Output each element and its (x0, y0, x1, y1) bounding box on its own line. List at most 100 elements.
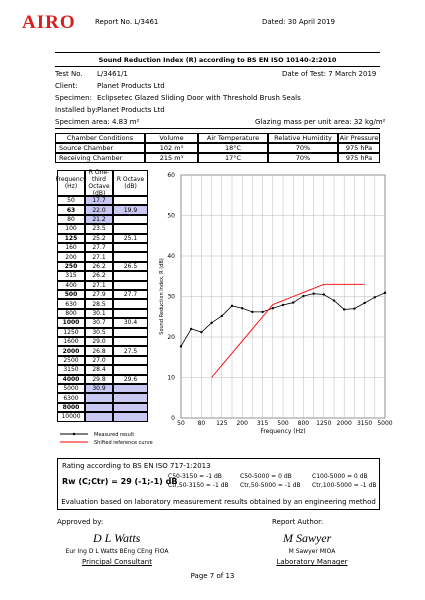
one-third-cell: 23.5 (85, 224, 113, 234)
frequency-cell: 6300 (57, 393, 85, 403)
date-of-test: Date of Test: 7 March 2019 (282, 70, 377, 78)
octave-cell (113, 355, 148, 366)
x-tick-label: 3150 (357, 420, 372, 427)
frequency-cell: 500 (57, 290, 85, 300)
frequency-cell: 8000 (57, 402, 85, 413)
frequency-cell: 400 (57, 280, 85, 290)
octave-cell (113, 337, 148, 347)
y-tick-label: 10 (167, 375, 175, 382)
one-third-cell: 30.5 (85, 327, 113, 337)
point (261, 310, 264, 314)
octave-cell: 26.5 (113, 261, 148, 272)
rating-term: Ctr,100-5000 = -1 dB (312, 482, 377, 489)
point (332, 299, 336, 302)
point (220, 314, 223, 318)
one-third-cell: 27.0 (85, 355, 113, 366)
point (281, 303, 285, 307)
cell: 215 m³ (145, 153, 198, 163)
header-cell: Air Pressure (338, 133, 380, 143)
cell: 70% (268, 143, 338, 153)
x-tick-label: 125 (216, 420, 228, 427)
octave-cell (113, 402, 148, 413)
title: Sound Reduction Index (R) according to B… (98, 56, 337, 64)
frequency-cell: 50 (57, 196, 85, 206)
octave-cell: 19.9 (113, 205, 148, 215)
one-third-cell: 30.1 (85, 308, 113, 319)
point (363, 301, 366, 305)
octave-cell: 29.6 (113, 374, 148, 384)
y-tick-label: 30 (167, 294, 175, 301)
octave-cell (113, 280, 148, 290)
note: Evaluation based on laboratory measureme… (61, 498, 376, 506)
one-third-cell: 26.2 (85, 261, 113, 272)
x-tick-label: 1250 (316, 420, 331, 427)
value: Planet Products Ltd (97, 106, 165, 114)
rating-term: C100-5000 = 0 dB (312, 473, 368, 480)
dated: Dated: 30 April 2019 (262, 18, 335, 26)
mass: Glazing mass per unit area: 32 kg/m² (255, 118, 386, 126)
rating-term: Ctr,50-5000 = -1 dB (240, 482, 301, 489)
y-axis-label: Sound Reduction Index, R (dB) (159, 258, 165, 334)
frequency-cell: 3150 (57, 365, 85, 375)
cell: 17°C (198, 153, 268, 163)
cell: 975 hPa (338, 153, 380, 163)
value: L/3461/1 (97, 70, 128, 78)
point (353, 307, 356, 310)
name: M Sawyer MIOA (288, 548, 336, 555)
point (179, 345, 183, 348)
header-cell: Chamber Conditions (55, 133, 145, 143)
octave-cell (113, 299, 148, 309)
rating-box (57, 458, 380, 510)
frequency-cell: 800 (57, 308, 85, 319)
role: Laboratory Manager (276, 558, 348, 566)
point (383, 291, 387, 295)
one-third-cell: 25.2 (85, 233, 113, 243)
signature: M Sawyer (283, 531, 332, 545)
y-tick-label: 0 (171, 415, 175, 422)
one-third-cell (85, 402, 113, 413)
octave-cell (113, 271, 148, 281)
frequency-cell: 63 (57, 205, 85, 215)
x-axis-label: Frequency (Hz) (260, 428, 305, 435)
one-third-cell (85, 412, 113, 422)
octave-cell: 25.1 (113, 233, 148, 243)
one-third-cell: 22.0 (85, 205, 113, 215)
cell: Receiving Chamber (55, 153, 145, 163)
one-third-cell: 27.1 (85, 280, 113, 290)
one-third-cell: 21.2 (85, 214, 113, 225)
octave-cell: 30.4 (113, 318, 148, 328)
point (271, 307, 274, 310)
frequency-cell: 630 (57, 299, 85, 309)
rule (55, 52, 380, 53)
label: Report Author: (272, 518, 324, 526)
label: Approved by: (57, 518, 104, 526)
x-tick-label: 500 (277, 420, 289, 427)
header-cell: Frequency (Hz) (56, 170, 87, 196)
legend-label: Shifted reference curve (94, 440, 153, 446)
frequency-cell: 2500 (57, 355, 85, 366)
one-third-cell: 30.7 (85, 318, 113, 328)
area: Specimen area: 4.83 m² (55, 118, 140, 126)
chart: 50 80 125 200 315 500 800 1250 2000 3150 5000 0 10 20… (60, 172, 393, 446)
octave-cell (113, 412, 148, 422)
header-cell: Volume (145, 133, 198, 143)
one-third-cell: 29.8 (85, 374, 113, 384)
legend-marker (72, 432, 76, 436)
value: Planet Products Ltd (97, 82, 165, 90)
header-cell: R One-third Octave (dB) (85, 169, 113, 197)
one-third-cell: 30.9 (85, 384, 113, 394)
octave-cell (113, 196, 148, 206)
x-tick-label: 80 (198, 420, 206, 427)
rating-term: C50-3150 = -1 dB (168, 473, 222, 480)
value: Eclipsetec Glazed Sliding Door with Thre… (97, 94, 301, 102)
legend-label: Measured result (94, 432, 134, 438)
one-third-cell: 26.2 (85, 271, 113, 281)
name: Eur Ing D L Watts BEng CEng FIOA (65, 548, 169, 555)
point (241, 307, 244, 310)
one-third-cell (85, 393, 113, 403)
rating-term: Ctr,50-3150 = -1 dB (168, 482, 229, 489)
frequency-cell: 80 (57, 214, 85, 225)
one-third-cell: 28.5 (85, 299, 113, 309)
x-tick-label: 200 (236, 420, 248, 427)
